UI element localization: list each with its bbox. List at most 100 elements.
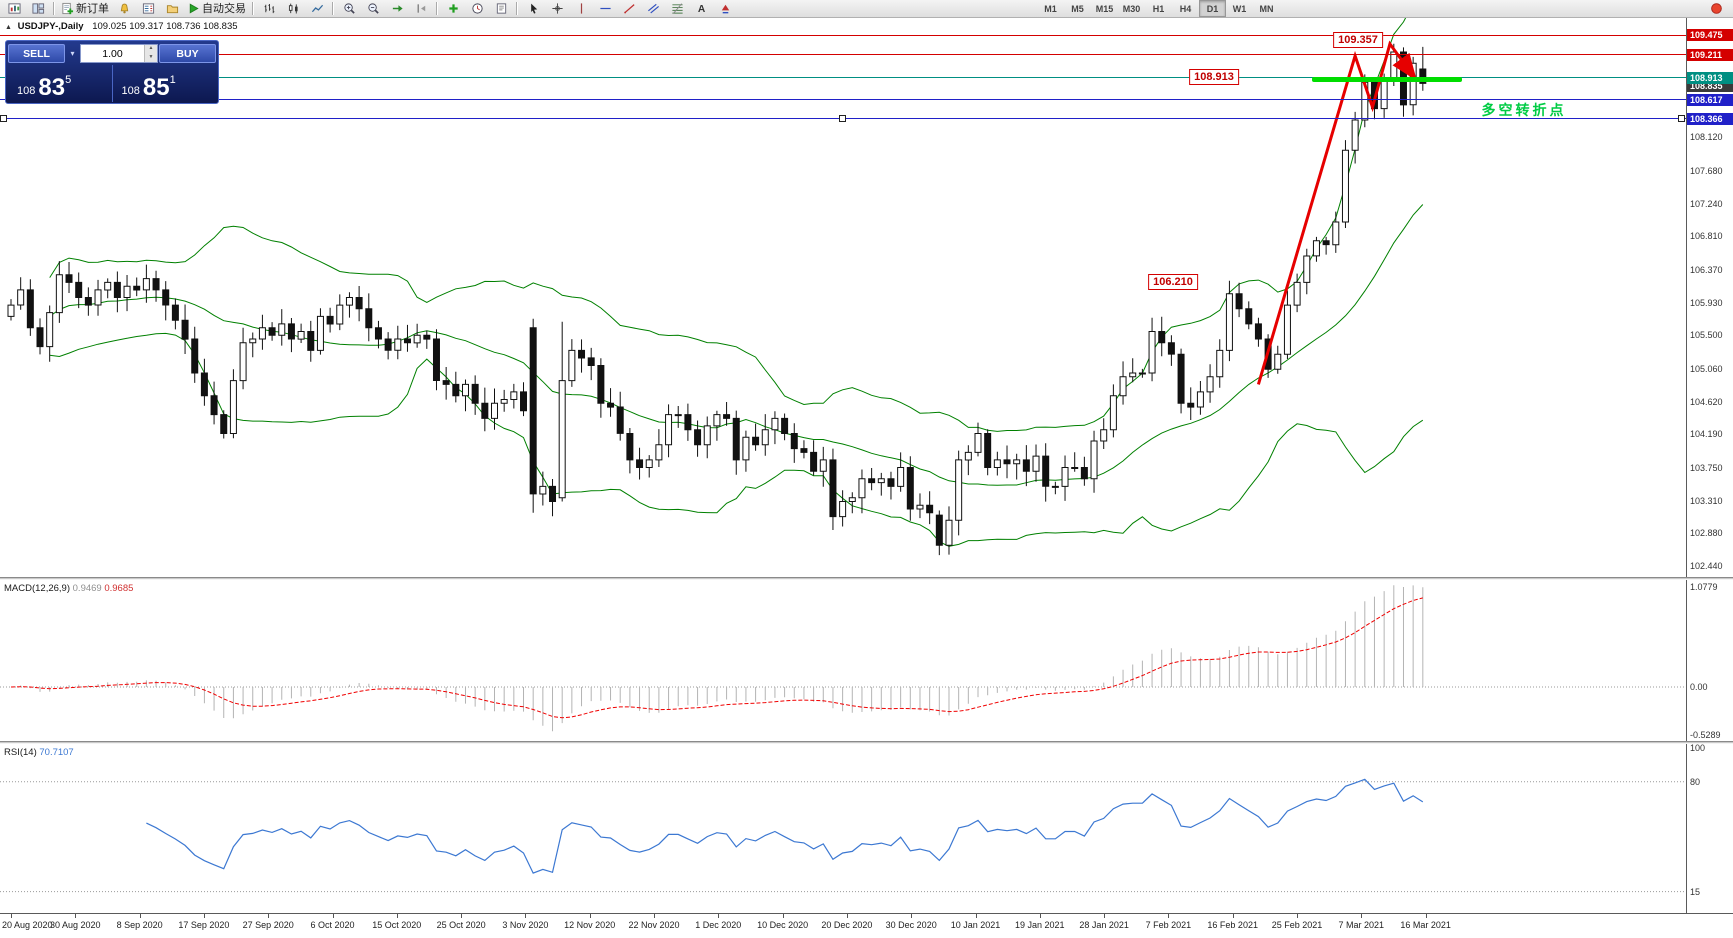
connection-alert-icon[interactable]: [1710, 2, 1723, 15]
high-value: 109.317: [129, 21, 164, 32]
time-tick: [75, 914, 77, 918]
zoom-out-button[interactable]: [361, 0, 385, 18]
line-chart-button[interactable]: [305, 0, 329, 18]
window-layout-button[interactable]: [26, 0, 50, 18]
market-watch-button[interactable]: [136, 0, 160, 18]
one-click-trading-panel: SELL ▾ ▲ ▼ BUY 108 83 5 108 85 1: [5, 40, 219, 104]
toolbar-separator: [436, 2, 438, 15]
indicators-icon: [447, 2, 460, 15]
line-selection-handle[interactable]: [0, 115, 7, 123]
horizontal-line-button[interactable]: [593, 0, 617, 18]
price-scale[interactable]: 108.120 107.680 107.240 106.810 106.370 105.9…: [1686, 18, 1733, 913]
line-selection-handle[interactable]: [839, 115, 846, 123]
timeframe-bar: M1 M5 M15 M30 H1 H4 D1 W1 MN: [1037, 0, 1280, 17]
timeframe-mn-button[interactable]: MN: [1259, 3, 1274, 14]
crosshair-icon: [551, 2, 564, 15]
time-tick: [332, 914, 334, 918]
alerts-button[interactable]: [112, 0, 136, 18]
indicators-button[interactable]: [441, 0, 465, 18]
macd-pane[interactable]: [0, 580, 1686, 741]
volume-decrease-button[interactable]: ▼: [148, 53, 154, 60]
auto-scroll-button[interactable]: [385, 0, 409, 18]
date-label: 3 Nov 2020: [502, 920, 549, 930]
pane-separator[interactable]: [0, 577, 1733, 580]
time-tick: [975, 914, 977, 918]
volume-spinner: ▲ ▼: [144, 45, 157, 62]
arrow-tools-button[interactable]: [713, 0, 737, 18]
macd-hist-value: 0.9469: [72, 583, 102, 594]
timeframe-d1-button[interactable]: D1: [1199, 0, 1226, 17]
time-axis[interactable]: 20 Aug 2020 30 Aug 2020 8 Sep 2020 17 Sep 2…: [0, 913, 1733, 938]
price-tick: 103.310: [1690, 495, 1723, 506]
sell-button[interactable]: SELL: [8, 44, 65, 63]
main-chart[interactable]: [0, 18, 1686, 577]
annotation-108913[interactable]: 108.913: [1189, 68, 1239, 85]
text-button[interactable]: A: [689, 0, 713, 18]
annotation-106210[interactable]: 106.210: [1148, 273, 1198, 290]
cursor-button[interactable]: [521, 0, 545, 18]
time-tick: [11, 914, 12, 918]
toolbar-separator: [332, 2, 334, 15]
zoom-in-button[interactable]: [337, 0, 361, 18]
rally-zigzag[interactable]: [1256, 40, 1417, 385]
crosshair-button[interactable]: [545, 0, 569, 18]
date-label: 30 Dec 2020: [885, 920, 937, 930]
turning-point-line[interactable]: [1312, 76, 1462, 82]
rsi-pane[interactable]: [0, 744, 1686, 913]
candlestick-chart-button[interactable]: [281, 0, 305, 18]
auto-trading-button[interactable]: 自动交易: [184, 0, 249, 18]
equidistant-channel-button[interactable]: [641, 0, 665, 18]
periods-button[interactable]: [465, 0, 489, 18]
vertical-line-button[interactable]: [569, 0, 593, 18]
bar-chart-button[interactable]: [257, 0, 281, 18]
time-tick: [846, 914, 848, 918]
timeframe-m30-button[interactable]: M30: [1122, 3, 1141, 14]
line-selection-handle[interactable]: [1678, 115, 1685, 123]
timeframe-m15-button[interactable]: M15: [1095, 3, 1114, 14]
arrow-tools-icon: [719, 2, 732, 15]
turning-point-text[interactable]: 多空转折点: [1481, 102, 1567, 119]
price-tick: 105.500: [1690, 330, 1723, 341]
templates-button[interactable]: [489, 0, 513, 18]
volume-increase-button[interactable]: ▲: [148, 45, 154, 51]
rsi-name: RSI(14): [4, 747, 37, 758]
timeframe-h4-button[interactable]: H4: [1179, 3, 1192, 14]
date-label: 15 Oct 2020: [372, 920, 422, 930]
timeframe-m5-button[interactable]: M5: [1071, 3, 1084, 14]
fibonacci-retracement-button[interactable]: [665, 0, 689, 18]
time-tick: [396, 914, 398, 918]
new-order-button[interactable]: 新订单: [58, 0, 112, 18]
hline-109475[interactable]: [0, 34, 1686, 36]
hline-108913[interactable]: [0, 77, 1686, 78]
bull-candles: [7, 51, 1417, 546]
timeframe-w1-button[interactable]: W1: [1232, 3, 1247, 14]
timeframe-m1-button[interactable]: M1: [1044, 3, 1057, 14]
date-label: 6 Oct 2020: [310, 920, 355, 930]
trendline-button[interactable]: [617, 0, 641, 18]
time-tick: [1425, 914, 1427, 918]
buy-price-button[interactable]: 108 85 1: [113, 65, 217, 102]
time-tick: [1297, 914, 1298, 918]
hline-108617[interactable]: [0, 99, 1686, 101]
hline-108366-badge: 108.366: [1687, 112, 1733, 125]
navigator-button[interactable]: [160, 0, 184, 18]
buy-button[interactable]: BUY: [159, 44, 216, 63]
cursor-icon: [527, 2, 540, 15]
one-click-options-caret[interactable]: ▾: [70, 49, 75, 58]
bid-prefix: 108: [17, 85, 36, 97]
annotation-109357[interactable]: 109.357: [1333, 32, 1383, 49]
pane-separator[interactable]: [0, 741, 1733, 744]
chart-shift-button[interactable]: [409, 0, 433, 18]
ask-point: 1: [169, 74, 176, 86]
sell-price-button[interactable]: 108 83 5: [8, 65, 112, 102]
open-value: 109.025: [92, 21, 127, 32]
hline-108913-badge: 108.913: [1687, 71, 1733, 84]
volume-input[interactable]: [81, 45, 144, 62]
zoom-out-icon: [367, 2, 380, 15]
hline-109211[interactable]: [0, 54, 1686, 56]
date-label: 10 Jan 2021: [950, 920, 1001, 930]
timeframe-h1-button[interactable]: H1: [1152, 3, 1165, 14]
date-label: 8 Sep 2020: [116, 920, 163, 930]
chart-window-button[interactable]: [2, 0, 26, 18]
